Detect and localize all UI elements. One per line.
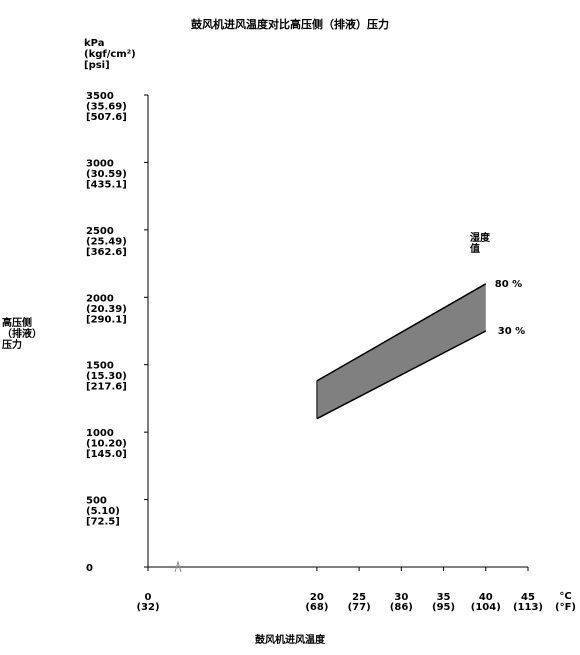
x-tick-label: (32) [136,602,159,613]
series-label: 80 % [495,279,522,290]
y-tick-label: [217.6] [86,382,127,393]
y-unit-kgf: (kgf/cm²) [84,49,136,60]
x-tick-label: 25 [352,592,366,603]
series-line [316,283,487,382]
axis-break-mark [174,560,182,573]
y-tick-label: [435.1] [86,179,127,190]
x-tick-label: 35 [437,592,451,603]
humidity-band [316,283,486,419]
y-unit-kpa: kPa [84,38,105,49]
y-tick-label: 1000 [86,428,114,439]
y-tick-label: (5.10) [86,506,120,517]
x-unit-fahrenheit: (°F) [555,602,576,613]
x-tick-label: (95) [432,602,455,613]
y-tick-label: 500 [86,496,107,507]
y-tick-label: 1500 [86,361,114,372]
legend-title-line: 湿度 [470,233,490,244]
y-tick-label: (35.69) [86,102,127,113]
y-tick-label: 2000 [86,293,114,304]
x-tick-label: 45 [521,592,535,603]
y-unit-label: kPa (kgf/cm²) [psi] [84,38,136,71]
x-tick-label: 40 [479,592,493,603]
y-axis-label-line: 压力 [2,340,22,351]
y-tick-label: [145.0] [86,449,127,460]
x-tick-label: (77) [348,602,371,613]
series-label: 30 % [498,326,525,337]
y-axis-label-line: （排液） [2,329,42,340]
x-unit-label: °C (°F) [555,591,576,613]
y-tick-label: (20.39) [86,304,127,315]
y-tick-label: 3000 [86,158,114,169]
y-tick-label: (15.30) [86,371,127,382]
legend-title-line: 值 [470,244,480,255]
y-tick-label: [507.6] [86,112,127,123]
y-unit-psi: [psi] [84,60,110,71]
y-tick-label: (30.59) [86,169,127,180]
y-tick-label: 2500 [86,226,114,237]
x-tick-label: 30 [394,592,408,603]
x-tick-label: 0 [145,592,152,603]
legend-title: 湿度 值 [470,233,490,255]
y-tick-label: (25.49) [86,236,127,247]
x-tick-label: (68) [305,602,328,613]
y-axis-label-line: 高压侧 [2,318,32,329]
y-axis-label: 高压侧 （排液） 压力 [2,318,42,351]
x-unit-celsius: °C [559,591,572,602]
y-tick-label: 0 [86,563,93,574]
y-tick-label: 3500 [86,91,114,102]
series-line [316,330,487,420]
x-tick-label: (113) [513,602,543,613]
y-tick-label: [362.6] [86,247,127,258]
y-tick-label: (10.20) [86,439,127,450]
x-tick-label: (104) [471,602,501,613]
x-axis-label: 鼓风机进风温度 [255,635,325,646]
chart-title: 鼓风机进风温度对比高压侧（排液）压力 [191,18,389,31]
x-tick-label: 20 [310,592,324,603]
y-tick-label: [290.1] [86,314,127,325]
y-tick-label: [72.5] [86,517,120,528]
x-tick-label: (86) [390,602,413,613]
